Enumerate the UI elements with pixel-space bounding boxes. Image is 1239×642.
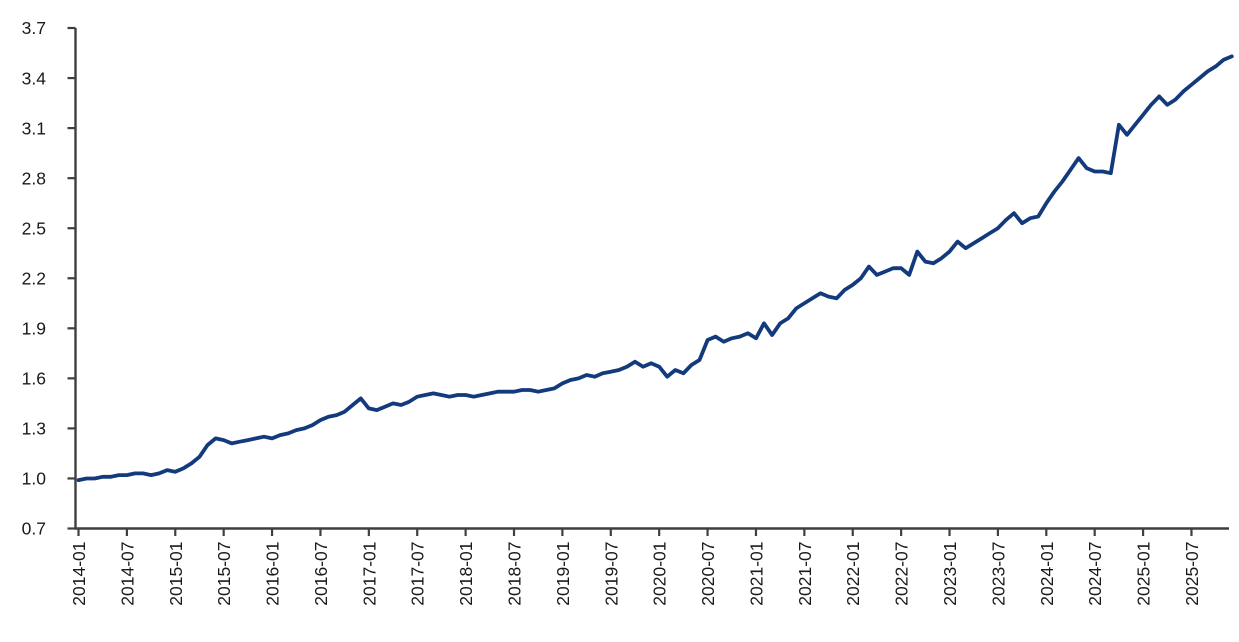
y-tick-label: 1.6 bbox=[22, 369, 46, 389]
series-line bbox=[76, 54, 1234, 483]
x-tick-label: 2024-07 bbox=[1085, 542, 1105, 606]
x-tick-label: 2025-01 bbox=[1134, 542, 1154, 606]
x-tick-label: 2019-07 bbox=[601, 542, 621, 606]
x-tick-label: 2014-01 bbox=[69, 542, 89, 606]
x-tick-label: 2020-07 bbox=[698, 542, 718, 606]
x-tick-label: 2016-07 bbox=[311, 542, 331, 606]
x-tick-label: 2018-01 bbox=[456, 542, 476, 606]
x-tick-label: 2019-01 bbox=[553, 542, 573, 606]
x-tick-label: 2022-01 bbox=[843, 542, 863, 606]
x-tick-label: 2017-01 bbox=[359, 542, 379, 606]
x-tick-label: 2021-01 bbox=[747, 542, 767, 606]
x-tick-label: 2023-07 bbox=[988, 542, 1008, 606]
x-tick-label: 2017-07 bbox=[408, 542, 428, 606]
x-tick-label: 2015-01 bbox=[166, 542, 186, 606]
y-tick-label: 3.7 bbox=[22, 18, 46, 38]
x-tick-label: 2024-01 bbox=[1037, 542, 1057, 606]
x-tick-label: 2014-07 bbox=[117, 542, 137, 606]
x-tick-label: 2015-07 bbox=[214, 542, 234, 606]
x-tick-label: 2020-01 bbox=[650, 542, 670, 606]
y-tick-label: 2.2 bbox=[22, 268, 46, 288]
x-tick-label: 2016-01 bbox=[263, 542, 283, 606]
x-tick-label: 2021-07 bbox=[795, 542, 815, 606]
x-tick-label: 2018-07 bbox=[505, 542, 525, 606]
y-tick-label: 1.0 bbox=[22, 469, 47, 489]
axis-lines bbox=[74, 28, 1229, 530]
y-tick-label: 2.5 bbox=[22, 218, 46, 238]
y-tick-label: 1.9 bbox=[22, 319, 46, 339]
y-tick-label: 2.8 bbox=[22, 168, 46, 188]
y-tick-label: 1.3 bbox=[22, 419, 46, 439]
y-tick-label: 0.7 bbox=[22, 519, 46, 539]
x-tick-label: 2023-01 bbox=[940, 542, 960, 606]
y-tick-label: 3.4 bbox=[22, 68, 47, 88]
x-tick-label: 2025-07 bbox=[1182, 542, 1202, 606]
x-tick-label: 2022-07 bbox=[892, 542, 912, 606]
y-tick-label: 3.1 bbox=[22, 118, 46, 138]
